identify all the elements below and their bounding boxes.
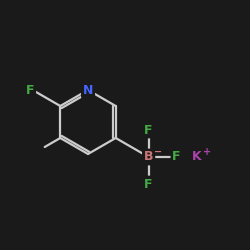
Text: +: + bbox=[202, 147, 211, 157]
Text: N: N bbox=[83, 84, 93, 96]
Text: F: F bbox=[26, 84, 34, 97]
Text: K: K bbox=[192, 150, 202, 164]
Text: F: F bbox=[172, 150, 181, 164]
Text: B: B bbox=[144, 150, 153, 164]
Text: F: F bbox=[144, 178, 153, 190]
Text: F: F bbox=[144, 124, 153, 136]
Text: −: − bbox=[154, 147, 162, 157]
